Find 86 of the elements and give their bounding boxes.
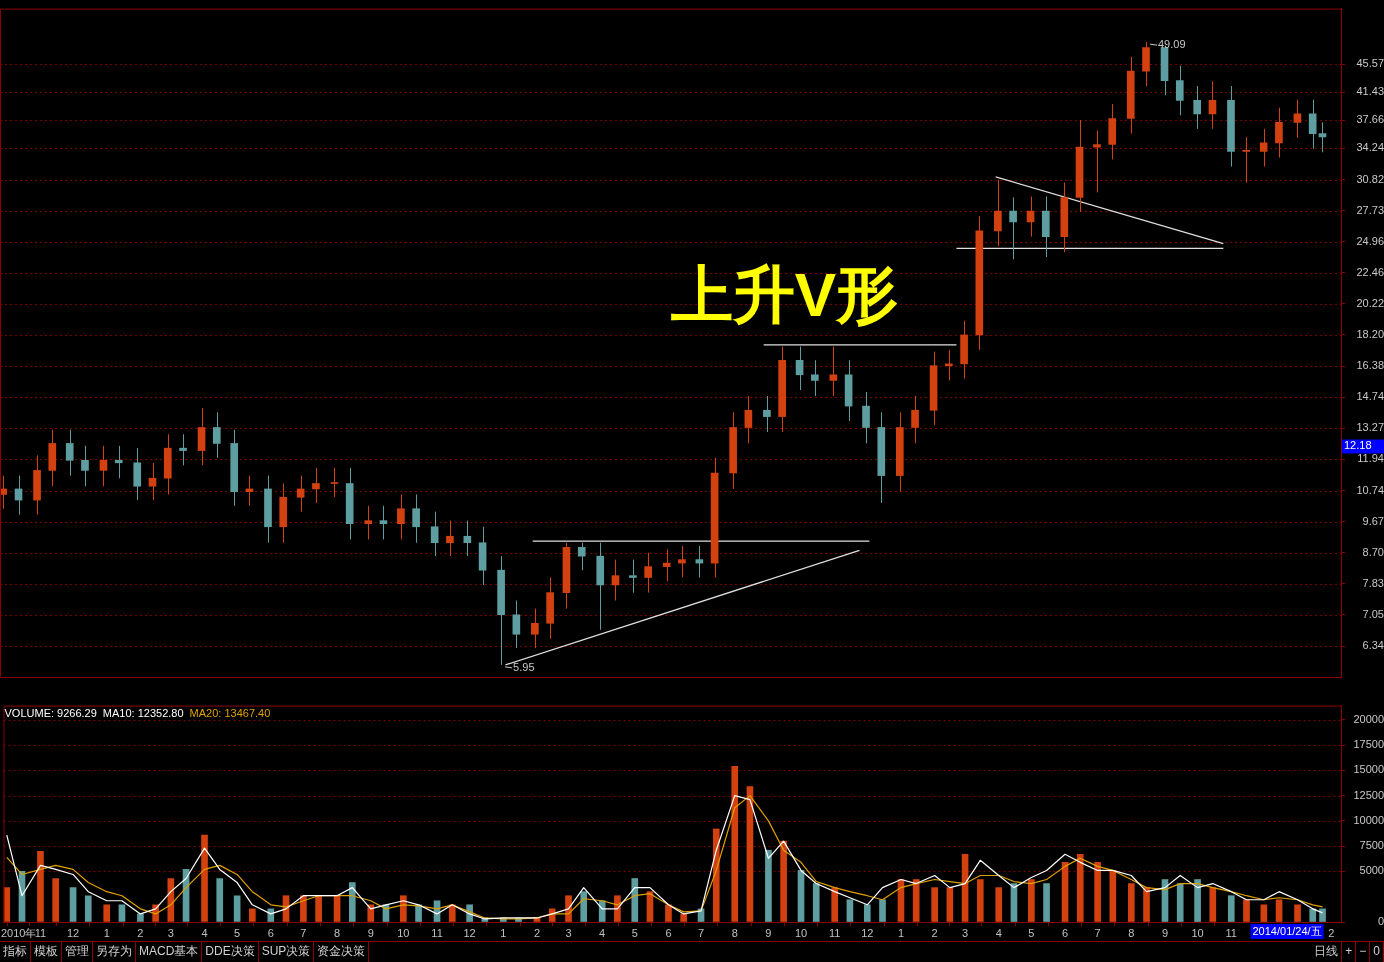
text: 12.18 [1344, 439, 1372, 452]
x-tick-label: 2 [931, 926, 938, 939]
x-tick-label: 2 [533, 926, 541, 939]
y-tick-label: 16.38 [1356, 359, 1384, 372]
y-tick-label: 10000 [1353, 813, 1384, 826]
y-tick-label: 6.34 [1362, 639, 1384, 652]
y-tick-label: 14.74 [1356, 390, 1384, 403]
x-tick-label: 2010年 [0, 926, 37, 939]
text: 模板 [31, 942, 62, 962]
y-tick-label: 41.43 [1356, 85, 1384, 98]
chart-title: VOLUME: 9266.29 [4, 707, 97, 720]
y-tick-label: 27.73 [1356, 203, 1384, 216]
text: MA10: 12352.80 [102, 707, 184, 720]
annotation: 49.09 [1158, 38, 1186, 51]
text: 管理 [62, 942, 93, 962]
x-tick-label: 4 [995, 926, 1002, 939]
x-tick-label: 1 [500, 926, 507, 939]
x-tick-label: 10 [397, 926, 410, 939]
x-tick-label: 9 [1161, 926, 1169, 939]
y-tick-label: 20000 [1353, 712, 1384, 725]
y-tick-label: 34.24 [1356, 141, 1384, 154]
x-tick-label: 3 [565, 926, 572, 939]
text: + [1342, 942, 1357, 962]
y-tick-label: 30.82 [1356, 172, 1384, 185]
x-tick-label: 6 [665, 926, 672, 939]
y-tick-label: 8.70 [1362, 545, 1384, 558]
y-tick-label: 7500 [1359, 839, 1384, 852]
x-tick-label: 8 [1128, 926, 1135, 939]
text: MA20: 13467.40 [189, 707, 271, 720]
text: 日线 [1311, 942, 1343, 962]
y-tick-label: 15000 [1353, 763, 1384, 776]
x-tick-label: 5 [631, 926, 638, 939]
text: 资金决策 [314, 942, 370, 962]
y-tick-label: 12500 [1353, 788, 1384, 801]
y-tick-label: 7.83 [1362, 576, 1384, 589]
x-tick-label: 6 [1061, 926, 1069, 939]
x-tick-label: 1 [103, 926, 110, 939]
x-tick-label: 10 [794, 926, 808, 939]
text: DDE决策 [202, 942, 259, 962]
x-tick-label: 6 [267, 926, 274, 939]
x-tick-label: 1 [897, 926, 905, 939]
x-tick-label: 12 [66, 926, 80, 939]
text: SUP决策 [258, 942, 315, 962]
x-tick-label: 12 [463, 926, 476, 939]
text: 指标 [0, 942, 31, 962]
x-tick-label: 7 [1094, 926, 1101, 939]
y-tick-label: 11.94 [1357, 452, 1384, 465]
x-tick-label: 2 [137, 926, 144, 939]
x-tick-label: 9 [765, 926, 772, 939]
y-tick-label: 18.20 [1356, 327, 1384, 340]
x-tick-label: 3 [962, 926, 969, 939]
text: 另存为 [93, 942, 136, 962]
y-tick-label: 7.05 [1362, 607, 1384, 620]
x-tick-label: 10 [1191, 926, 1204, 939]
x-tick-label: 7 [697, 926, 705, 939]
x-tick-label: 12 [861, 926, 874, 939]
text: MACD基本 [136, 942, 203, 962]
y-tick-label: 37.66 [1356, 113, 1384, 126]
y-tick-label: 20.22 [1356, 296, 1384, 309]
x-tick-label: 5 [234, 926, 241, 939]
x-tick-label: 4 [201, 926, 208, 939]
x-tick-label: 9 [367, 926, 374, 939]
annotation: 5.95 [513, 660, 535, 673]
annotation: 上升V形 [670, 260, 899, 330]
y-tick-label: 17500 [1353, 738, 1384, 751]
y-tick-label: 45.57 [1356, 57, 1384, 70]
y-tick-label: 10.74 [1356, 483, 1384, 496]
y-tick-label: 13.27 [1356, 421, 1384, 434]
text: 2014/01/24/五 [1252, 925, 1322, 938]
x-tick-label: 3 [167, 926, 174, 939]
text: − [1356, 942, 1371, 962]
x-tick-label: 2 [1328, 926, 1335, 939]
x-tick-label: 5 [1028, 926, 1035, 939]
x-tick-label: 8 [334, 926, 341, 939]
x-tick-label: 11 [828, 926, 841, 939]
x-tick-label: 7 [300, 926, 307, 939]
y-tick-label: 5000 [1359, 864, 1384, 877]
y-tick-label: 22.46 [1356, 265, 1384, 278]
x-tick-label: 11 [34, 926, 47, 939]
x-tick-label: 8 [731, 926, 738, 939]
y-tick-label: 0 [1377, 915, 1384, 928]
x-tick-label: 11 [1225, 926, 1237, 939]
y-tick-label: 9.67 [1362, 514, 1384, 527]
x-tick-label: 4 [599, 926, 606, 939]
y-tick-label: 24.96 [1356, 234, 1384, 247]
x-tick-label: 11 [431, 926, 443, 939]
